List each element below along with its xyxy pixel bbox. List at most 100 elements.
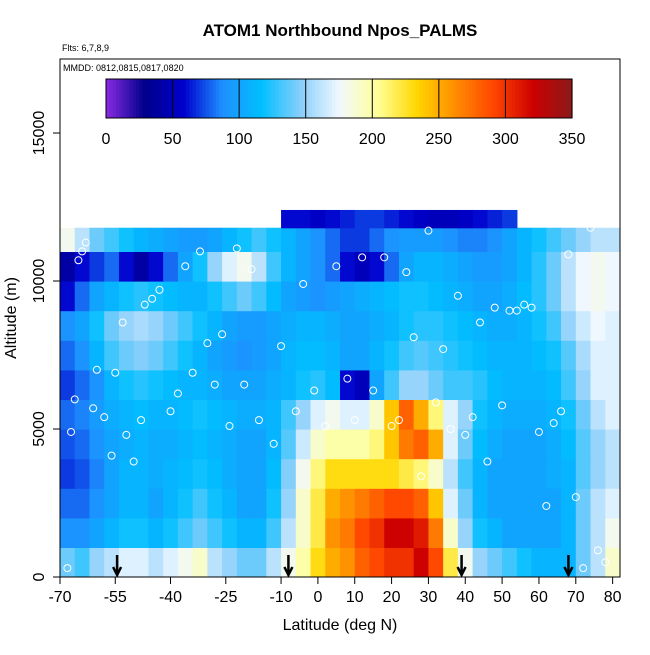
heatmap-cell xyxy=(281,227,297,252)
colorbar-swatch xyxy=(279,79,284,118)
heatmap-cell xyxy=(457,458,474,489)
flight-arrow-head xyxy=(111,566,123,578)
heatmap-cell xyxy=(413,517,430,548)
heatmap-cell xyxy=(281,488,297,519)
x-tick-label: 40 xyxy=(456,589,474,606)
sample-point xyxy=(446,425,455,433)
colorbar-swatch xyxy=(365,79,370,118)
heatmap-cell xyxy=(487,399,503,430)
heatmap-cell xyxy=(118,458,135,489)
flight-arrow xyxy=(563,555,574,578)
colorbar-swatch xyxy=(395,79,400,118)
heatmap-cell xyxy=(340,369,356,400)
heatmap-cell xyxy=(207,251,223,282)
colorbar-swatch xyxy=(339,79,343,118)
heatmap-cell xyxy=(340,488,356,519)
heatmap-cell xyxy=(281,399,297,430)
heatmap-cell xyxy=(118,547,135,577)
heatmap-cell xyxy=(325,458,341,489)
heatmap-cell xyxy=(163,340,179,371)
sample-point xyxy=(100,413,109,422)
colorbar-swatch xyxy=(468,79,473,118)
colorbar-swatch xyxy=(345,79,350,118)
heatmap-cell xyxy=(177,310,194,341)
colorbar-swatch xyxy=(225,79,230,118)
sample-point xyxy=(476,318,484,327)
heatmap-cell xyxy=(384,458,400,489)
heatmap-cell xyxy=(207,399,223,430)
colorbar-swatch xyxy=(125,79,130,118)
heatmap-cell xyxy=(118,251,135,282)
colorbar-swatch xyxy=(415,79,420,118)
heatmap-cell xyxy=(561,310,577,341)
heatmap-cell xyxy=(207,488,223,519)
sample-point xyxy=(107,451,116,460)
x-tick-label: 50 xyxy=(493,589,511,606)
heatmap-cell xyxy=(502,209,518,229)
heatmap-cell xyxy=(236,458,253,489)
sample-point xyxy=(89,404,98,413)
heatmap-cell xyxy=(531,340,547,371)
heatmap-cell xyxy=(207,547,223,577)
heatmap-cell xyxy=(516,281,533,312)
heatmap-cell xyxy=(133,227,150,252)
colorbar-swatch xyxy=(545,79,550,118)
colorbar-swatch xyxy=(169,79,174,118)
heatmap-cell xyxy=(266,281,282,312)
colorbar-swatch xyxy=(285,79,290,118)
colorbar-swatch xyxy=(498,79,503,118)
sample-point xyxy=(122,430,131,439)
sample-point xyxy=(453,291,462,300)
heatmap-cell xyxy=(236,251,253,282)
sample-point xyxy=(350,416,359,425)
colorbar-swatch xyxy=(165,79,170,118)
heatmap-cell xyxy=(266,369,282,400)
heatmap-cell xyxy=(487,340,503,371)
colorbar-frame xyxy=(105,78,573,119)
heatmap-cell xyxy=(428,209,444,229)
colorbar-swatch xyxy=(155,79,160,118)
sample-point xyxy=(424,226,433,235)
heatmap-cell xyxy=(605,251,620,282)
colorbar-swatch xyxy=(139,79,144,118)
colorbar-swatch xyxy=(412,79,417,118)
sample-point xyxy=(394,416,403,425)
colorbar-swatch xyxy=(452,79,457,118)
sample-point xyxy=(498,401,507,410)
heatmap-cell xyxy=(192,251,208,282)
chart-title: ATOM1 Northbound Npos_PALMS xyxy=(203,21,478,40)
colorbar-swatch xyxy=(535,79,540,118)
heatmap-cell xyxy=(340,517,356,548)
flights-label: Flts: 6,7,8,9 xyxy=(62,43,109,53)
heatmap-cell xyxy=(207,227,223,252)
sample-point xyxy=(78,247,87,256)
heatmap-cell xyxy=(561,488,577,519)
heatmap-cell xyxy=(443,547,459,577)
heatmap-cell xyxy=(354,281,371,312)
colorbar-swatch xyxy=(358,79,363,118)
heatmap-cell xyxy=(325,369,341,400)
sample-point xyxy=(520,300,529,309)
colorbar-swatch xyxy=(122,79,127,118)
colorbar-swatch xyxy=(352,79,357,118)
heatmap-cell xyxy=(369,209,385,229)
colorbar-swatch xyxy=(538,79,543,118)
heatmap-cell xyxy=(340,227,356,252)
heatmap-cell xyxy=(605,547,620,577)
heatmap-cell xyxy=(222,429,238,460)
heatmap-cell xyxy=(457,251,474,282)
colorbar-swatch xyxy=(515,79,520,118)
heatmap-cell xyxy=(60,399,76,430)
heatmap-cell xyxy=(457,310,474,341)
colorbar-swatch xyxy=(295,79,300,118)
sample-point xyxy=(140,300,149,309)
heatmap-cell xyxy=(487,488,503,519)
heatmap-cell xyxy=(192,369,208,400)
colorbar-swatch xyxy=(272,79,277,118)
colorbar-swatch xyxy=(398,79,403,118)
heatmap-cell xyxy=(413,251,430,282)
heatmap-cell xyxy=(133,251,150,282)
heatmap-cell xyxy=(457,488,474,519)
heatmap-cell xyxy=(295,227,312,252)
sample-point xyxy=(118,318,127,327)
